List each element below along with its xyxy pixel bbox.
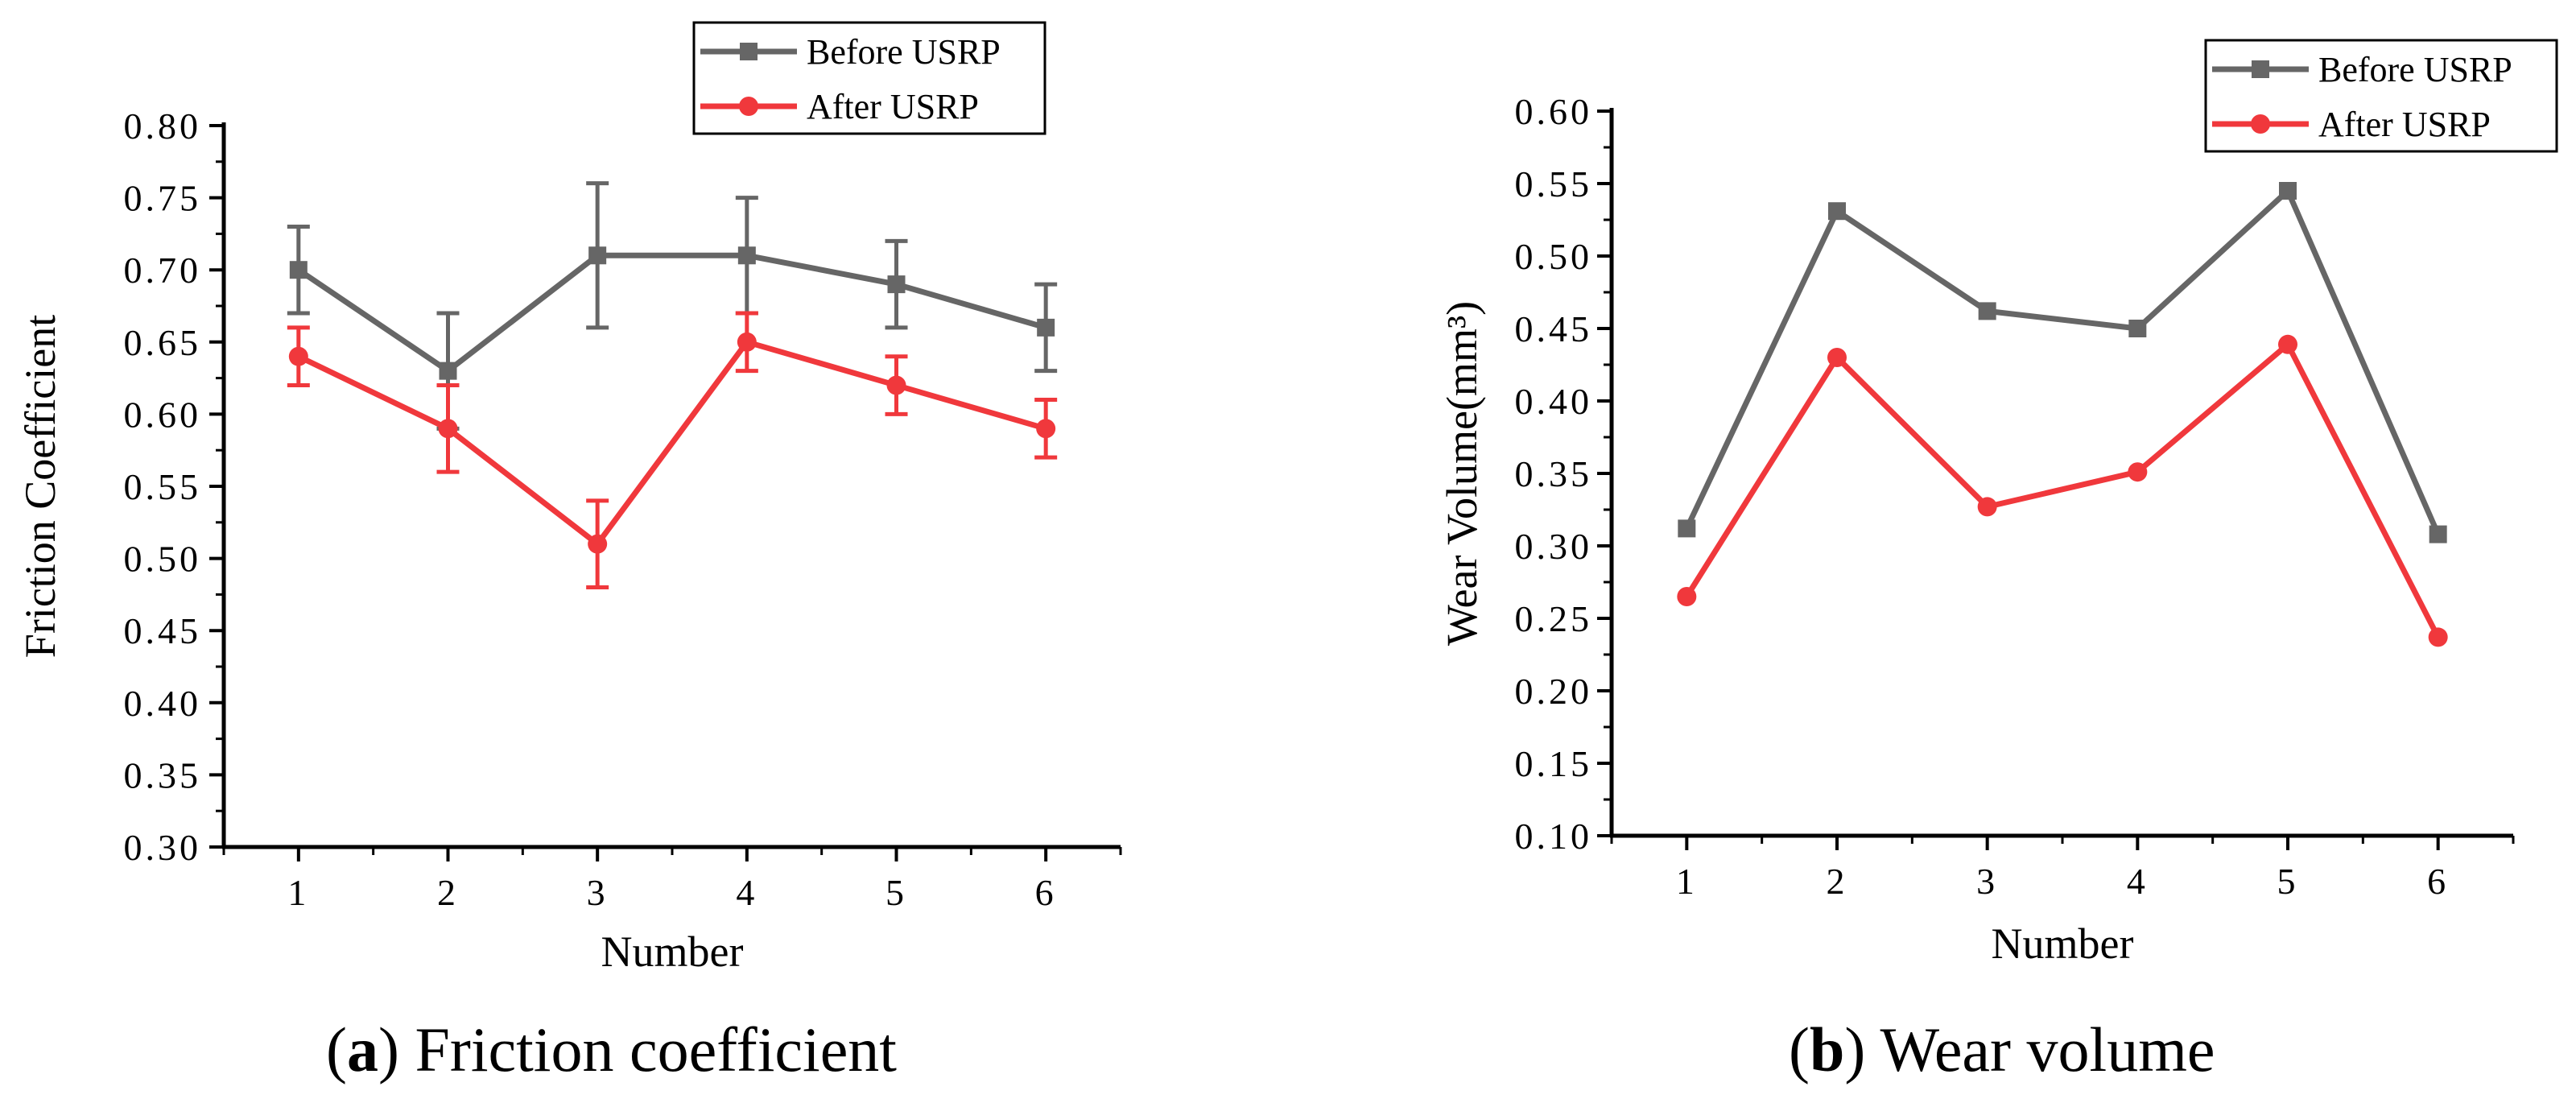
- series-line: [297, 339, 1047, 547]
- data-point: [1678, 519, 1696, 538]
- y-tick-label: 0.80: [124, 105, 202, 147]
- legend-label: Before USRP: [807, 32, 1001, 72]
- data-point: [1978, 302, 1996, 320]
- y-tick-label: 0.10: [1515, 816, 1593, 857]
- y-tick-label: 0.40: [124, 683, 202, 724]
- series-line: [1684, 341, 2441, 638]
- data-point: [1037, 318, 1055, 337]
- x-tick-label: 5: [2277, 861, 2299, 902]
- x-tick-label: 3: [1976, 861, 1998, 902]
- y-tick-label: 0.50: [1515, 236, 1593, 277]
- caption-open-paren: (: [326, 1014, 347, 1085]
- y-axis-title: Wear Volume(mm³): [1438, 301, 1486, 646]
- x-tick-label: 6: [1035, 872, 1057, 913]
- y-tick-label: 0.30: [1515, 526, 1593, 567]
- legend-marker: [2251, 114, 2270, 134]
- y-tick-label: 0.35: [1515, 453, 1593, 494]
- legend: Before USRP After USRP: [692, 21, 1046, 135]
- y-tick-label: 0.40: [1515, 381, 1593, 422]
- y-tick-label: 0.45: [124, 610, 202, 651]
- panel-caption: (a) Friction coefficient: [326, 1014, 897, 1085]
- y-tick-label: 0.20: [1515, 671, 1593, 712]
- y-tick-label: 0.60: [1515, 91, 1593, 132]
- panel-friction-coefficient: 0.30 0.35 0.40 0.45 0.50 0.55 0.60 0.65 0.70 0.75…: [16, 21, 1122, 1085]
- data-point: [288, 346, 308, 366]
- data-point: [2128, 320, 2147, 337]
- caption-open-paren: (: [1789, 1014, 1810, 1085]
- data-point: [2278, 334, 2297, 354]
- legend-label: Before USRP: [2318, 50, 2512, 89]
- data-point: [887, 275, 906, 294]
- legend-label: After USRP: [807, 87, 979, 126]
- panel-caption: (b) Wear volume: [1789, 1014, 2215, 1085]
- data-point: [2279, 182, 2297, 200]
- caption-text: ) Friction coefficient: [378, 1014, 897, 1085]
- legend-marker: [740, 43, 758, 60]
- series-before-usrp: [287, 181, 1058, 431]
- data-point: [1677, 587, 1697, 606]
- y-tick-label: 0.25: [1515, 598, 1593, 639]
- data-point: [1827, 348, 1847, 367]
- caption-letter: a: [347, 1014, 378, 1085]
- y-tick-label: 0.15: [1515, 743, 1593, 784]
- x-tick-label: 2: [437, 872, 459, 913]
- data-point: [737, 332, 757, 352]
- caption-text: ) Wear volume: [1844, 1014, 2215, 1085]
- y-tick-label: 0.70: [124, 250, 202, 291]
- x-tick-label: 4: [2127, 861, 2149, 902]
- legend-marker: [2252, 60, 2269, 78]
- y-tick-label: 0.55: [124, 466, 202, 507]
- legend-label: After USRP: [2318, 105, 2491, 144]
- data-point: [1036, 419, 1056, 439]
- data-point: [438, 419, 458, 439]
- data-point: [588, 534, 608, 554]
- y-tick-label: 0.55: [1515, 163, 1593, 205]
- series-after-usrp: [287, 311, 1058, 589]
- y-tick-label: 0.50: [124, 539, 202, 580]
- data-point: [737, 246, 756, 265]
- data-point: [2428, 627, 2448, 647]
- y-tick-label: 0.65: [124, 322, 202, 363]
- data-point: [886, 375, 906, 395]
- x-tick-label: 3: [587, 872, 609, 913]
- panel-wear-volume: 0.10 0.15 0.20 0.25 0.30 0.35 0.40 0.45 0.50 0.55…: [1438, 39, 2558, 1085]
- y-tick-label: 0.35: [124, 754, 202, 795]
- y-tick-label: 0.30: [124, 827, 202, 868]
- y-axis-title: Friction Coefficient: [16, 315, 64, 658]
- data-point: [1828, 202, 1846, 221]
- x-tick-label: 2: [1827, 861, 1848, 902]
- legend-marker: [739, 97, 758, 116]
- x-tick-label: 4: [736, 872, 758, 913]
- data-point: [2128, 462, 2148, 482]
- data-point: [289, 261, 308, 279]
- caption-letter: b: [1810, 1014, 1844, 1085]
- y-tick-label: 0.75: [124, 178, 202, 219]
- data-point: [2429, 525, 2447, 543]
- x-axis-title: Number: [601, 928, 744, 976]
- series-line: [1684, 188, 2441, 536]
- data-point: [439, 362, 457, 380]
- x-axis-title: Number: [1992, 919, 2134, 968]
- y-tick-label: 0.60: [124, 394, 202, 435]
- legend-box: [2204, 39, 2558, 153]
- x-tick-label: 6: [2427, 861, 2449, 902]
- x-tick-label: 1: [1676, 861, 1698, 902]
- y-tick-label: 0.45: [1515, 308, 1593, 349]
- series-line: [296, 252, 1047, 374]
- data-point: [1977, 497, 1997, 517]
- data-point: [588, 246, 607, 265]
- series-after-usrp: [1677, 334, 2448, 647]
- legend: Before USRP After USRP: [2204, 39, 2558, 153]
- x-tick-label: 1: [287, 872, 309, 913]
- series-before-usrp: [1678, 182, 2447, 543]
- x-tick-label: 5: [886, 872, 907, 913]
